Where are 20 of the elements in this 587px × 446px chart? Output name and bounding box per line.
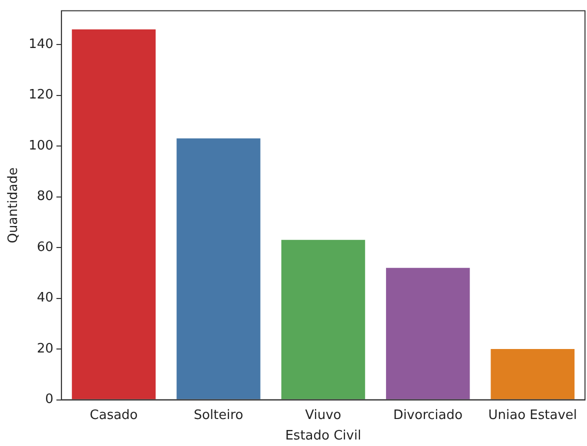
x-axis-title: Estado Civil [285,428,362,444]
bar [386,268,470,400]
y-tick-label: 20 [36,341,54,356]
bar [281,240,366,400]
x-tick-label: Divorciado [393,408,463,423]
y-tick-label: 0 [45,392,54,408]
y-axis-title: Quantidade [6,167,22,244]
y-tick-label: 100 [28,138,54,154]
y-tick-label: 120 [28,88,54,103]
bar [490,349,575,400]
x-tick-label: Viuvo [305,408,342,423]
y-tick-label: 60 [36,240,54,255]
y-tick-label: 140 [28,36,54,52]
bar [72,29,156,400]
x-tick-label: Uniao Estavel [488,408,578,423]
x-tick-label: Casado [90,408,138,423]
bar [176,138,260,400]
y-tick-label: 80 [36,189,54,204]
y-tick-label: 40 [36,290,54,306]
x-tick-label: Solteiro [194,408,244,423]
